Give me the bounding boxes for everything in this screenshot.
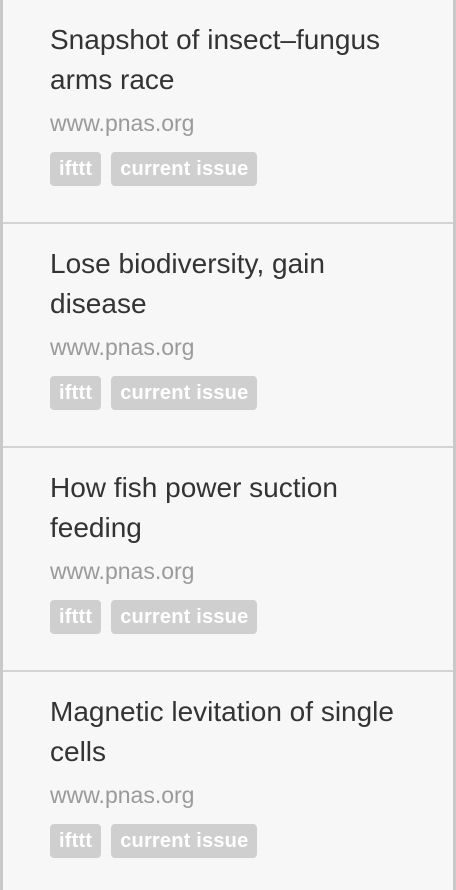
item-source[interactable]: www.pnas.org xyxy=(50,558,195,584)
item-title[interactable]: Snapshot of insect–fungus arms race xyxy=(50,24,381,95)
tag-ifttt[interactable]: ifttt xyxy=(50,824,102,858)
tag-list: ifttt current issue xyxy=(50,824,425,858)
item-source[interactable]: www.pnas.org xyxy=(50,782,195,808)
tag-current-issue[interactable]: current issue xyxy=(111,376,258,410)
tag-list: ifttt current issue xyxy=(50,600,425,634)
list-item[interactable]: Snapshot of insect–fungus arms race www.… xyxy=(3,0,453,224)
item-title[interactable]: How fish power suction feeding xyxy=(50,472,338,543)
tag-ifttt[interactable]: ifttt xyxy=(50,600,102,634)
tag-ifttt[interactable]: ifttt xyxy=(50,152,102,186)
tag-list: ifttt current issue xyxy=(50,376,425,410)
tag-current-issue[interactable]: current issue xyxy=(111,824,258,858)
tag-current-issue[interactable]: current issue xyxy=(111,152,258,186)
list-item[interactable]: Magnetic levitation of single cells www.… xyxy=(3,672,453,890)
item-title[interactable]: Lose biodiversity, gain disease xyxy=(50,248,325,319)
tag-current-issue[interactable]: current issue xyxy=(111,600,258,634)
list-item[interactable]: How fish power suction feeding www.pnas.… xyxy=(3,448,453,672)
list-item[interactable]: Lose biodiversity, gain disease www.pnas… xyxy=(3,224,453,448)
item-source[interactable]: www.pnas.org xyxy=(50,110,195,136)
item-title[interactable]: Magnetic levitation of single cells xyxy=(50,696,394,767)
item-source[interactable]: www.pnas.org xyxy=(50,334,195,360)
tag-ifttt[interactable]: ifttt xyxy=(50,376,102,410)
tag-list: ifttt current issue xyxy=(50,152,425,186)
